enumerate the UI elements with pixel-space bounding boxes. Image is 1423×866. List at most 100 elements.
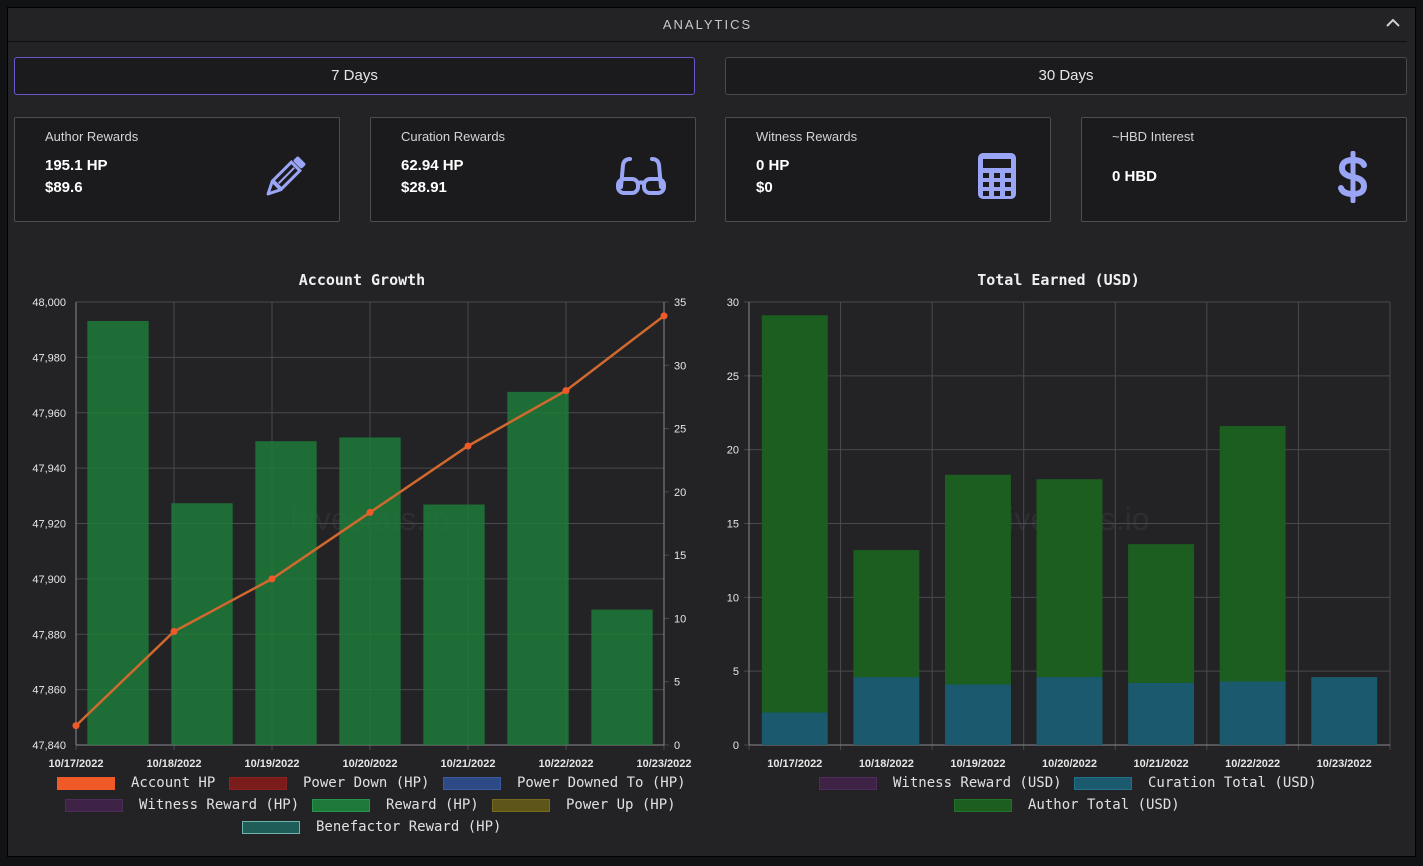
legend-swatch — [242, 820, 300, 834]
witness-rewards-card: Witness Rewards 0 HP $0 — [725, 117, 1051, 222]
x-tick-label: 10/19/2022 — [950, 758, 1005, 770]
legend-item[interactable]: Author Total (USD) — [954, 797, 1180, 813]
total-earned-title: Total Earned (USD) — [977, 271, 1140, 289]
legend-label: Power Up (HP) — [566, 797, 676, 813]
stacked-bar-segment — [944, 474, 1011, 685]
author-rewards-card: Author Rewards 195.1 HP $89.6 — [14, 117, 340, 222]
y-left-tick-label: 47,960 — [32, 408, 66, 420]
x-tick-label: 10/23/2022 — [636, 758, 691, 770]
total-earned-legend: Witness Reward (USD) Curation Total (USD… — [712, 775, 1412, 825]
card-value-usd: $28.91 — [401, 179, 447, 196]
y-left-tick-label: 47,940 — [32, 463, 66, 475]
y-left-tick-label: 47,900 — [32, 574, 66, 586]
reward-bar — [339, 437, 401, 745]
reward-bar — [423, 504, 485, 745]
account-hp-point — [170, 627, 178, 635]
x-tick-label: 10/18/2022 — [146, 758, 201, 770]
stacked-bar-segment — [1128, 544, 1195, 683]
reward-bar — [507, 391, 569, 745]
account-hp-point — [268, 575, 276, 583]
reward-bar — [255, 441, 317, 745]
legend-swatch — [443, 776, 501, 790]
y-left-tick-label: 47,840 — [32, 740, 66, 752]
range-30-days-button[interactable]: 30 Days — [725, 57, 1407, 95]
stacked-bar-segment — [853, 677, 920, 745]
y-right-tick-label: 15 — [674, 550, 686, 562]
legend-item[interactable]: Power Down (HP) — [229, 775, 429, 791]
x-tick-label: 10/17/2022 — [767, 758, 822, 770]
stacked-bar-segment — [944, 684, 1011, 745]
account-growth-legend: Account HP Power Down (HP) Power Downed … — [0, 775, 712, 845]
y-right-tick-label: 35 — [674, 297, 686, 309]
legend-item[interactable]: Account HP — [57, 775, 215, 791]
y-right-tick-label: 0 — [674, 740, 680, 752]
range-7-days-button[interactable]: 7 Days — [14, 57, 695, 95]
legend-label: Reward (HP) — [386, 797, 479, 813]
y-tick-label: 20 — [727, 445, 739, 457]
y-right-tick-label: 25 — [674, 424, 686, 436]
dollar-icon — [1338, 151, 1368, 203]
legend-swatch — [65, 798, 123, 812]
x-tick-label: 10/20/2022 — [342, 758, 397, 770]
stacked-bar-segment — [1219, 681, 1286, 745]
legend-swatch — [819, 776, 877, 790]
glasses-icon — [616, 157, 666, 195]
stacked-bar-segment — [761, 712, 828, 745]
card-value-usd: $0 — [756, 179, 773, 196]
reward-bar — [591, 609, 653, 745]
y-right-tick-label: 5 — [674, 677, 680, 689]
card-value-hp: 62.94 HP — [401, 157, 464, 174]
legend-label: Witness Reward (USD) — [893, 775, 1062, 791]
legend-swatch — [57, 776, 115, 790]
legend-label: Account HP — [131, 775, 216, 791]
legend-item[interactable]: Benefactor Reward (HP) — [242, 819, 501, 835]
chevron-up-icon[interactable] — [1385, 15, 1401, 31]
legend-swatch — [229, 776, 287, 790]
stacked-bar-segment — [1036, 677, 1103, 745]
y-right-tick-label: 20 — [674, 487, 686, 499]
legend-label: Author Total (USD) — [1028, 797, 1180, 813]
legend-swatch — [1074, 776, 1132, 790]
y-tick-label: 5 — [733, 666, 739, 678]
card-title: Witness Rewards — [756, 129, 858, 144]
legend-label: Benefactor Reward (HP) — [316, 819, 502, 835]
y-right-tick-label: 10 — [674, 613, 686, 625]
reward-bar — [87, 320, 149, 745]
legend-item[interactable]: Power Downed To (HP) — [443, 775, 686, 791]
stacked-bar-segment — [761, 315, 828, 713]
calculator-icon — [978, 153, 1016, 199]
y-left-tick-label: 47,860 — [32, 685, 66, 697]
card-title: Curation Rewards — [401, 129, 506, 144]
reward-bar — [171, 503, 233, 745]
legend-item[interactable]: Witness Reward (HP) — [65, 797, 299, 813]
card-value-hp: 0 HP — [756, 157, 790, 174]
legend-item[interactable]: Power Up (HP) — [492, 797, 676, 813]
pencil-icon — [266, 156, 306, 196]
x-tick-label: 10/21/2022 — [1134, 758, 1189, 770]
card-value-hp: 195.1 HP — [45, 157, 108, 174]
y-tick-label: 15 — [727, 519, 739, 531]
stacked-bar-segment — [1219, 426, 1286, 682]
y-tick-label: 30 — [727, 297, 739, 309]
account-hp-point — [660, 312, 668, 320]
curation-rewards-card: Curation Rewards 62.94 HP $28.91 — [370, 117, 696, 222]
y-tick-label: 0 — [733, 740, 739, 752]
card-title: Author Rewards — [45, 129, 139, 144]
legend-label: Curation Total (USD) — [1148, 775, 1317, 791]
legend-label: Power Downed To (HP) — [517, 775, 686, 791]
stacked-bar-segment — [853, 550, 920, 678]
x-tick-label: 10/21/2022 — [440, 758, 495, 770]
analytics-header[interactable]: ANALYTICS — [8, 8, 1407, 42]
legend-item[interactable]: Witness Reward (USD) — [819, 775, 1062, 791]
legend-swatch — [492, 798, 550, 812]
card-value-usd: $89.6 — [45, 179, 83, 196]
legend-item[interactable]: Curation Total (USD) — [1074, 775, 1317, 791]
y-left-tick-label: 47,980 — [32, 352, 66, 364]
x-tick-label: 10/18/2022 — [859, 758, 914, 770]
account-growth-title: Account Growth — [298, 271, 426, 289]
legend-swatch — [954, 798, 1012, 812]
stacked-bar-segment — [1128, 682, 1195, 745]
stacked-bar-segment — [1311, 677, 1378, 745]
x-tick-label: 10/17/2022 — [48, 758, 103, 770]
legend-item[interactable]: Reward (HP) — [312, 797, 479, 813]
